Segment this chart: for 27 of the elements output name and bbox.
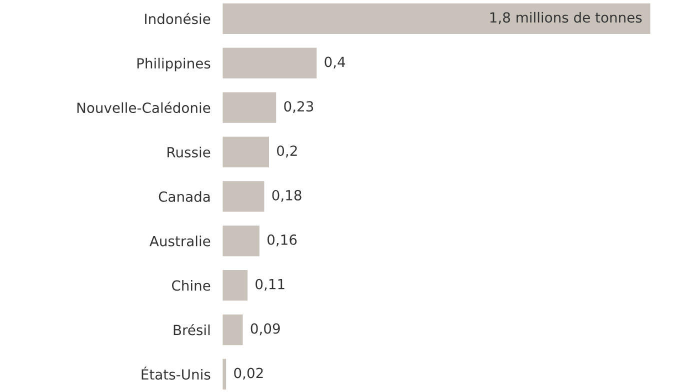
data-label: 0,23 [284,101,314,114]
data-label: 1,8 millions de tonnes [490,12,642,24]
bar [222,46,318,80]
data-label: 0,09 [250,323,280,336]
data-label: 0,18 [272,190,302,202]
bar [222,313,244,346]
bar [222,224,261,258]
y-tick-label: Nouvelle-Calédonie [77,102,210,114]
y-tick-label: Chine [172,280,210,291]
y-tick-label: Indonésie [145,12,210,24]
y-tick-label: Russie [168,146,210,158]
data-label: 0,2 [277,146,297,158]
y-tick-label: États-Unis [142,366,210,380]
data-label: 0,16 [268,234,297,246]
bar [222,90,278,124]
bar [222,135,270,169]
bar [222,358,228,391]
y-tick-label: Philippines [137,58,210,72]
data-label: 0,4 [324,56,346,69]
y-tick-label: Canada [158,191,210,202]
y-tick-label: Brésil [174,324,210,336]
y-tick-label: Australie [150,236,210,246]
bar [222,268,249,302]
data-label: 0,02 [234,368,263,380]
bar [222,2,652,36]
data-label: 0,11 [256,278,284,291]
bar [222,180,266,214]
